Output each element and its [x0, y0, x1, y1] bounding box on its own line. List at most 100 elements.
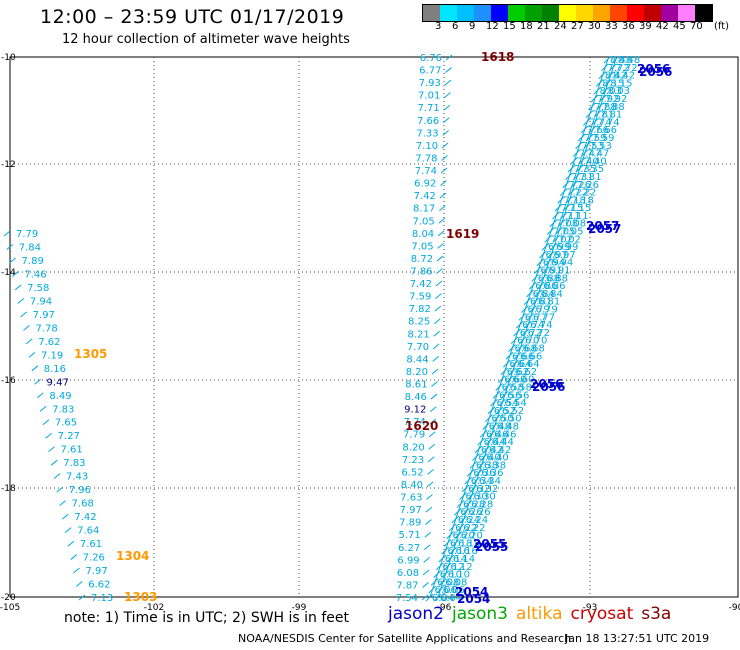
- track-tick: [536, 281, 545, 290]
- swh-value: 6.64: [509, 359, 531, 370]
- altimeter-tracks: 7.79 7.84 7.89 7.46 7.58 7.94 7.97 7.78 7.62 7.19…: [3, 53, 640, 604]
- swh-value: 7.83: [63, 458, 85, 469]
- track-tick: [482, 422, 491, 430]
- track-tick: [436, 268, 443, 274]
- axis-labels: -105 -102 -99 -96 -93 -90 -10 -12 -14 -16 -18 -20: [0, 53, 740, 613]
- swh-value: 7.72: [607, 63, 629, 74]
- track-tick: [477, 437, 485, 446]
- track-tick: [428, 585, 436, 594]
- track-tick: [557, 219, 566, 228]
- track-tick: [601, 63, 609, 72]
- swh-value: 7.68: [72, 499, 94, 510]
- swh-value: 8.48: [618, 55, 640, 66]
- swh-value: 7.46: [24, 269, 46, 280]
- track-tick: [541, 266, 550, 274]
- track-tick: [430, 406, 437, 413]
- swh-value: 7.74: [589, 117, 611, 128]
- track-tick: [611, 55, 620, 64]
- color-scale-label: 70: [690, 21, 703, 32]
- swh-value: 7.15: [569, 203, 591, 214]
- swh-value: 7.15: [561, 203, 583, 214]
- swh-value: 7.05: [411, 241, 433, 252]
- swh-value: 6.42: [489, 445, 511, 456]
- track-tick: [31, 365, 39, 372]
- pass-time-label: 2057: [588, 222, 621, 236]
- swh-value: 7.89: [399, 518, 421, 529]
- color-swatch: [491, 5, 508, 21]
- track-tick: [441, 155, 448, 161]
- track-tick: [461, 484, 470, 493]
- track-tick: [451, 539, 460, 547]
- swh-value: 7.88: [595, 102, 617, 113]
- swh-value: 6.77: [533, 312, 555, 323]
- track-tick: [28, 351, 36, 358]
- swh-value: 7.84: [19, 242, 41, 253]
- swh-value: 7.40: [584, 156, 606, 167]
- track-tick: [485, 437, 493, 446]
- swh-value: 6.54: [504, 398, 526, 409]
- pass-time-labels: 1618 1619 1620 1305 1304 1303 2056 2057 2056 2055…: [74, 50, 672, 606]
- track-tick: [495, 383, 504, 391]
- swh-value: 6.52: [401, 467, 423, 478]
- track-tick: [572, 172, 581, 181]
- track-tick: [557, 195, 565, 204]
- swh-value: 6.28: [471, 499, 493, 510]
- swh-value: 6.52: [502, 406, 524, 417]
- track-tick: [495, 406, 504, 415]
- swh-value: 6.08: [397, 568, 419, 579]
- swh-value: 8.42: [613, 71, 635, 82]
- track-tick: [500, 367, 509, 376]
- swh-value: 6.81: [538, 297, 560, 308]
- track-tick: [440, 167, 448, 174]
- track-tick: [562, 203, 571, 212]
- track-tick: [443, 539, 452, 547]
- track-tick: [523, 320, 532, 329]
- swh-value: 7.26: [83, 553, 105, 564]
- track-tick: [523, 297, 532, 306]
- swh-value: 6.32: [476, 484, 498, 495]
- swh-value: 6.66: [512, 351, 534, 362]
- swh-value: 7.83: [52, 404, 74, 415]
- swh-value: 8.44: [406, 354, 428, 365]
- track-tick: [549, 219, 558, 228]
- swh-value: 8.25: [408, 317, 430, 328]
- swh-value: 7.74: [404, 417, 426, 428]
- track-tick: [56, 486, 64, 493]
- swh-value: 8.15: [610, 78, 632, 89]
- color-scale-label: 21: [537, 21, 550, 32]
- track-tick: [580, 149, 589, 157]
- track-tick: [433, 330, 441, 337]
- swh-value: 6.70: [517, 336, 539, 347]
- swh-value: 6.50: [499, 414, 521, 425]
- swh-value: 8.20: [402, 442, 424, 453]
- track-tick: [474, 445, 483, 454]
- track-tick: [438, 554, 447, 563]
- swh-value: 7.26: [569, 180, 591, 191]
- track-tick: [559, 188, 568, 196]
- lon-label: -93: [583, 603, 598, 613]
- swh-value: 6.04: [432, 593, 454, 604]
- swh-value: 7.02: [551, 234, 573, 245]
- track-tick: [438, 578, 447, 586]
- track-tick: [469, 461, 478, 469]
- track-tick: [435, 562, 444, 571]
- swh-value: 7.27: [58, 431, 80, 442]
- track-tick: [436, 585, 444, 594]
- color-swatch: [593, 5, 610, 21]
- track-tick: [531, 297, 540, 306]
- track-tick: [437, 230, 445, 237]
- track-tick: [446, 554, 455, 563]
- swh-value: 6.08: [437, 577, 459, 588]
- track-tick: [472, 453, 480, 462]
- track-tick: [510, 336, 519, 345]
- swh-value: 7.81: [592, 110, 614, 121]
- swh-value: 6.70: [525, 336, 547, 347]
- swh-value: 6.48: [497, 421, 519, 432]
- track-tick: [75, 581, 83, 587]
- color-swatch: [559, 5, 576, 21]
- track-line: [429, 58, 609, 598]
- color-scale-label: 30: [588, 21, 601, 32]
- track-tick: [464, 500, 473, 508]
- lat-label: -12: [1, 160, 16, 170]
- swh-value: 6.58: [510, 382, 532, 393]
